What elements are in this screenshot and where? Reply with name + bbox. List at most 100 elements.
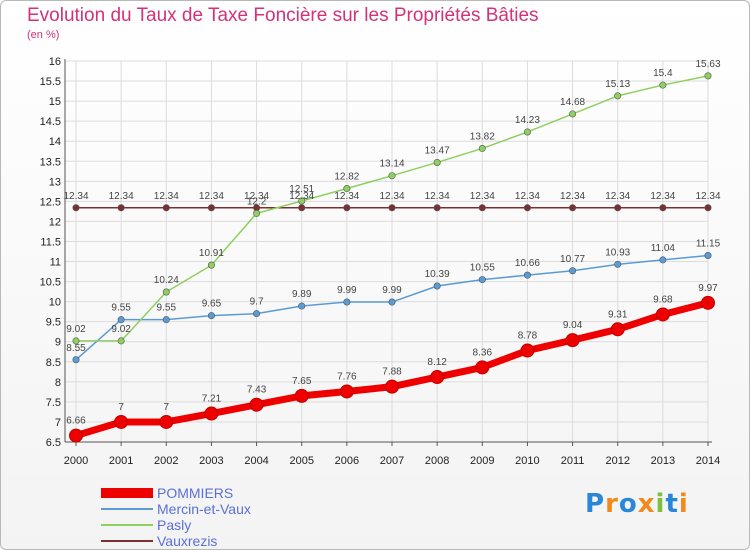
data-point-pasly: [614, 92, 622, 100]
x-tick-label: 2006: [335, 455, 359, 467]
legend-swatch: [101, 540, 153, 542]
data-label-pasly: 13.47: [425, 145, 450, 156]
y-tick-label: 15.5: [40, 76, 61, 88]
chart-subtitle: (en %): [27, 29, 60, 41]
data-point-pasly: [523, 128, 531, 136]
data-point-pasly: [298, 197, 306, 205]
data-point-mercin-et-vaux: [117, 316, 125, 324]
data-point-vauxrezis: [433, 204, 441, 212]
data-label-pommiers: 7.76: [337, 371, 357, 382]
data-point-pasly: [433, 158, 441, 166]
data-point-pasly: [388, 172, 396, 180]
legend-label: Vauxrezis: [157, 533, 218, 549]
axes: 6.5 7 7.5 8 8.5 9 9.5 10 10.5 11 11.5 12 12.5 13 13.5 1…: [40, 56, 721, 467]
logo-letter: t: [665, 489, 679, 519]
legend-swatch: [101, 488, 153, 498]
x-tick-label: 2010: [515, 455, 539, 467]
y-tick-label: 10: [49, 297, 61, 309]
data-point-vauxrezis: [117, 204, 125, 212]
x-tick-label: 2014: [696, 455, 720, 467]
x-tick-label: 2003: [199, 455, 223, 467]
data-point-pasly: [253, 209, 261, 217]
data-label-mercin-et-vaux: 9.55: [111, 303, 131, 314]
data-label-mercin-et-vaux: 9.55: [157, 303, 177, 314]
data-point-mercin-et-vaux: [72, 356, 80, 364]
data-point-mercin-et-vaux: [433, 282, 441, 290]
data-point-mercin-et-vaux: [569, 267, 577, 275]
data-label-mercin-et-vaux: 10.93: [605, 247, 630, 258]
data-label-mercin-et-vaux: 9.99: [382, 285, 402, 296]
logo-letter: i: [678, 489, 689, 519]
logo-letter: i: [655, 489, 666, 519]
data-label-vauxrezis: 12.34: [470, 191, 495, 202]
data-label-pommiers: 6.66: [66, 416, 86, 427]
legend-swatch: [101, 508, 153, 510]
logo-letter: P: [585, 489, 606, 519]
data-label-pommiers: 7.65: [292, 376, 312, 387]
data-point-mercin-et-vaux: [298, 302, 306, 310]
data-point-pommiers: [114, 414, 129, 429]
data-point-vauxrezis: [162, 204, 170, 212]
data-point-pommiers: [655, 307, 670, 322]
data-label-mercin-et-vaux: 11.04: [651, 243, 676, 254]
x-tick-label: 2009: [470, 455, 494, 467]
y-tick-label: 11: [50, 257, 61, 269]
data-label-pasly: 10.91: [199, 248, 224, 259]
data-point-mercin-et-vaux: [614, 260, 622, 268]
data-label-pasly: 15.4: [653, 68, 673, 79]
data-label-pasly: 15.63: [695, 59, 720, 70]
data-label-mercin-et-vaux: 9.89: [292, 289, 312, 300]
data-label-vauxrezis: 12.34: [289, 191, 314, 202]
data-label-pasly: 9.02: [111, 324, 131, 335]
data-label-vauxrezis: 12.34: [379, 191, 404, 202]
grid: [65, 60, 709, 443]
y-tick-label: 8.5: [46, 357, 61, 369]
data-label-pasly: 13.14: [379, 159, 404, 170]
data-point-pasly: [478, 144, 486, 152]
data-point-mercin-et-vaux: [162, 316, 170, 324]
chart-title: Evolution du Taux de Taxe Foncière sur l…: [27, 5, 539, 26]
data-label-vauxrezis: 12.34: [560, 191, 585, 202]
x-tick-label: 2012: [605, 455, 629, 467]
proxiti-logo: Proxiti: [585, 489, 689, 519]
data-point-vauxrezis: [614, 204, 622, 212]
data-point-vauxrezis: [388, 204, 396, 212]
data-point-pommiers: [565, 333, 580, 348]
x-tick-label: 2000: [64, 455, 88, 467]
legend-label: POMMIERS: [157, 485, 234, 501]
data-label-vauxrezis: 12.34: [109, 191, 134, 202]
data-label-pommiers: 7: [164, 402, 170, 413]
data-point-pommiers: [69, 428, 83, 443]
data-point-vauxrezis: [207, 204, 215, 212]
data-point-pasly: [117, 337, 125, 345]
data-label-pasly: 10.24: [154, 275, 179, 286]
data-point-mercin-et-vaux: [704, 252, 712, 260]
data-label-vauxrezis: 12.34: [334, 191, 359, 202]
data-point-mercin-et-vaux: [478, 276, 486, 284]
data-point-pasly: [704, 72, 712, 80]
data-label-pommiers: 8.78: [518, 331, 538, 342]
y-tick-label: 8: [55, 377, 61, 389]
data-point-mercin-et-vaux: [388, 298, 396, 306]
y-tick-label: 7: [55, 417, 61, 429]
data-label-vauxrezis: 12.34: [650, 191, 675, 202]
data-point-mercin-et-vaux: [343, 298, 351, 306]
data-point-vauxrezis: [72, 204, 80, 212]
data-label-mercin-et-vaux: 11.15: [696, 239, 721, 250]
x-tick-label: 2004: [244, 455, 268, 467]
data-point-pommiers: [159, 414, 174, 429]
y-tick-label: 11.5: [40, 236, 61, 248]
data-label-vauxrezis: 12.34: [425, 191, 450, 202]
data-point-pasly: [72, 337, 80, 345]
data-label-pasly: 13.82: [470, 131, 495, 142]
data-point-vauxrezis: [569, 204, 577, 212]
data-point-mercin-et-vaux: [659, 256, 667, 264]
data-label-pommiers: 9.04: [563, 320, 583, 331]
data-point-mercin-et-vaux: [207, 312, 215, 320]
data-point-pommiers: [249, 397, 264, 412]
data-label-vauxrezis: 12.34: [515, 191, 540, 202]
x-tick-label: 2008: [425, 455, 449, 467]
data-point-pasly: [162, 288, 170, 296]
data-point-pommiers: [475, 360, 490, 375]
